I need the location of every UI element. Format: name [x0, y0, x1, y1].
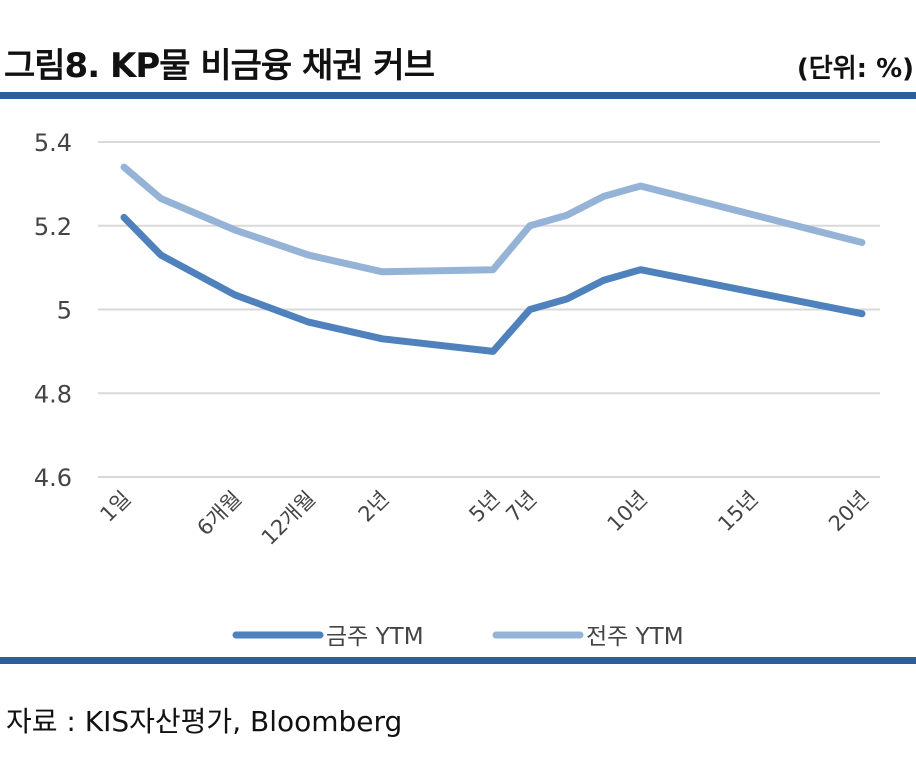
x-tick-label: 6개월	[192, 487, 246, 541]
y-tick-label: 4.6	[34, 464, 72, 492]
legend: 금주 YTM 전주 YTM	[232, 624, 684, 650]
series-line	[120, 213, 866, 355]
y-tick-label: 5.2	[34, 213, 72, 241]
x-tick-label: 15년	[713, 487, 763, 537]
x-tick-label: 10년	[603, 487, 653, 537]
x-tick-label: 1일	[95, 487, 135, 527]
legend-label: 금주 YTM	[326, 624, 424, 650]
x-tick-label: 20년	[824, 487, 874, 537]
unit-label: (단위: %)	[796, 54, 914, 84]
x-tick-label: 7년	[501, 487, 541, 527]
y-tick-label: 5.4	[34, 129, 72, 157]
source-note: 자료 : KIS자산평가, Bloomberg	[6, 705, 403, 738]
series-line	[120, 163, 866, 276]
x-tick-label: 5년	[464, 487, 504, 527]
series-lines	[120, 163, 866, 355]
top-divider	[0, 92, 916, 99]
chart-title: 그림8. KP물 비금융 채권 커브	[4, 46, 435, 86]
y-tick-label: 4.8	[34, 380, 72, 408]
bottom-divider	[0, 657, 916, 664]
y-axis-ticks: 5.4 5.2 5 4.8 4.6	[34, 129, 72, 492]
x-tick-label: 2년	[354, 487, 394, 527]
y-tick-label: 5	[57, 297, 72, 325]
x-tick-label: 12개월	[257, 487, 320, 550]
gridlines	[98, 141, 880, 478]
legend-label: 전주 YTM	[586, 624, 684, 650]
